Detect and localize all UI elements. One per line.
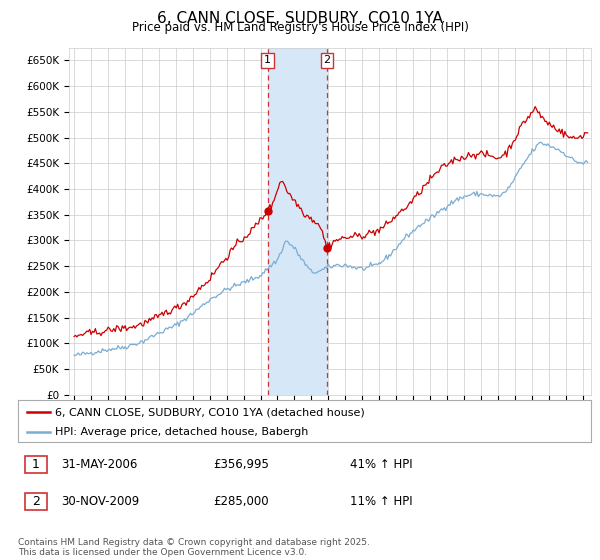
Text: 6, CANN CLOSE, SUDBURY, CO10 1YA: 6, CANN CLOSE, SUDBURY, CO10 1YA	[157, 11, 443, 26]
Bar	[25, 456, 47, 473]
Text: 30-NOV-2009: 30-NOV-2009	[61, 495, 139, 508]
Text: HPI: Average price, detached house, Babergh: HPI: Average price, detached house, Babe…	[55, 427, 308, 437]
Text: £285,000: £285,000	[213, 495, 268, 508]
Bar	[25, 493, 47, 510]
Text: 1: 1	[32, 458, 40, 472]
Text: 6, CANN CLOSE, SUDBURY, CO10 1YA (detached house): 6, CANN CLOSE, SUDBURY, CO10 1YA (detach…	[55, 407, 365, 417]
Bar	[268, 48, 327, 395]
Text: 41% ↑ HPI: 41% ↑ HPI	[350, 458, 413, 472]
Text: 1: 1	[264, 55, 271, 66]
Text: £356,995: £356,995	[213, 458, 269, 472]
Text: 2: 2	[323, 55, 331, 66]
Text: 2: 2	[32, 495, 40, 508]
Text: 11% ↑ HPI: 11% ↑ HPI	[350, 495, 413, 508]
Text: Contains HM Land Registry data © Crown copyright and database right 2025.
This d: Contains HM Land Registry data © Crown c…	[18, 538, 370, 557]
Text: 31-MAY-2006: 31-MAY-2006	[61, 458, 137, 472]
Text: Price paid vs. HM Land Registry's House Price Index (HPI): Price paid vs. HM Land Registry's House …	[131, 21, 469, 34]
